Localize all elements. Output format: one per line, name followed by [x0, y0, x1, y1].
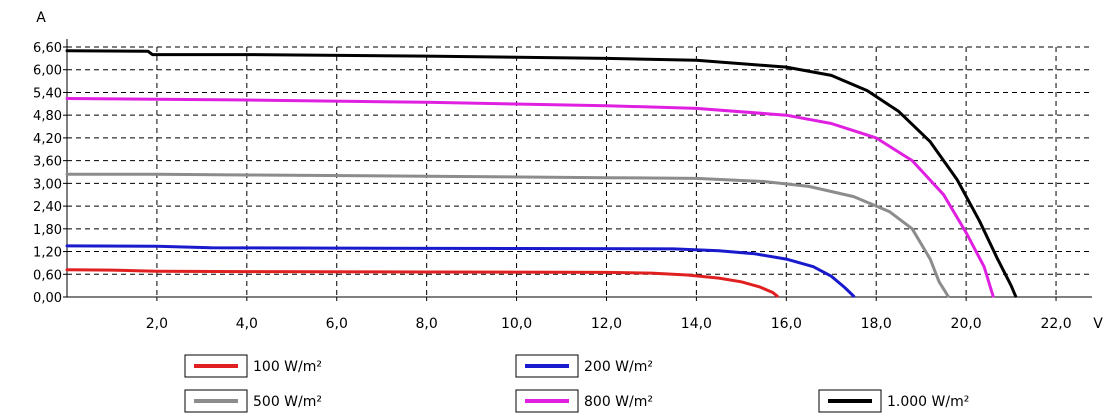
y-tick-label: 3,60 — [33, 155, 62, 170]
series-line-1 — [65, 244, 856, 298]
y-axis-label: A — [36, 10, 46, 26]
y-tick-label: 5,40 — [33, 86, 62, 101]
legend-item: 1.000 W/m² — [818, 389, 969, 413]
x-tick-label: 10,0 — [501, 316, 532, 332]
series-line-4 — [65, 49, 1018, 298]
legend-label: 200 W/m² — [584, 359, 653, 375]
y-tick-label: 6,00 — [33, 64, 62, 79]
y-tick-label: 1,80 — [33, 223, 62, 238]
x-tick-label: 22,0 — [1040, 316, 1071, 332]
x-tick-label: 20,0 — [951, 316, 982, 332]
y-tick-label: 3,00 — [33, 177, 62, 192]
legend-label: 500 W/m² — [253, 394, 322, 410]
legend-label: 100 W/m² — [253, 359, 322, 375]
x-tick-label: 4,0 — [236, 316, 258, 332]
legend-item: 200 W/m² — [515, 354, 653, 378]
x-tick-label: 18,0 — [861, 316, 892, 332]
legend-label: 1.000 W/m² — [887, 394, 969, 410]
legend-item: 500 W/m² — [184, 389, 322, 413]
axis-layer: 0,00 0,60 1,20 1,80 2,40 3,00 3,60 4,20 4,80 5,40… — [33, 10, 1103, 332]
series-layer — [65, 49, 1018, 298]
series-line-3 — [65, 97, 995, 298]
x-tick-label: 16,0 — [771, 316, 802, 332]
y-tick-label: 4,80 — [33, 109, 62, 124]
x-axis-label: V — [1093, 316, 1103, 332]
series-line-2 — [65, 172, 950, 298]
y-tick-label: 0,60 — [33, 268, 62, 283]
x-tick-label: 8,0 — [416, 316, 438, 332]
x-tick-label: 14,0 — [681, 316, 712, 332]
legend-item: 800 W/m² — [515, 389, 653, 413]
x-tick-label: 6,0 — [326, 316, 348, 332]
y-tick-label: 2,40 — [33, 200, 62, 215]
grid-layer — [67, 46, 1092, 297]
x-tick-label: 2,0 — [146, 316, 168, 332]
series-line-0 — [65, 268, 779, 298]
y-tick-label: 0,00 — [33, 291, 62, 306]
y-tick-label: 4,20 — [33, 132, 62, 147]
legend-item: 100 W/m² — [184, 354, 322, 378]
y-tick-label: 1,20 — [33, 246, 62, 261]
y-tick-label: 6,60 — [33, 41, 62, 56]
x-tick-label: 12,0 — [591, 316, 622, 332]
legend-label: 800 W/m² — [584, 394, 653, 410]
legend-layer: 100 W/m² 200 W/m² 500 W/m² 800 W/m² 1.000 W/… — [184, 354, 969, 413]
